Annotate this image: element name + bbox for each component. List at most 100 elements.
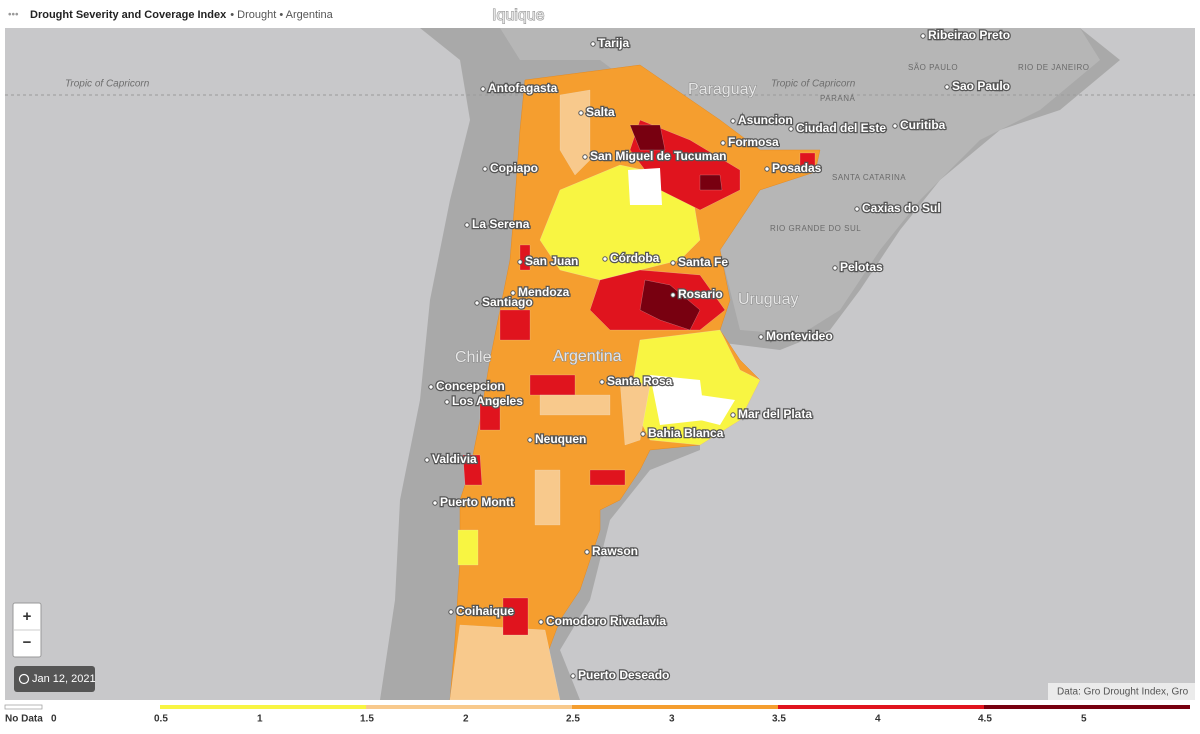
city-dot (832, 265, 838, 271)
legend-tick-label: 4 (875, 714, 881, 725)
city-label: Mendoza (518, 285, 570, 299)
city-label: Comodoro Rivadavia (546, 614, 666, 628)
city-dot (464, 222, 470, 228)
region-label: SÃO PAULO (908, 63, 958, 72)
city-label: Tarija (598, 36, 629, 50)
date: Jan 12, 2021 (32, 673, 96, 685)
no-data-label: No Data (5, 714, 43, 725)
date-badge[interactable] (14, 666, 95, 692)
city-dot (788, 126, 794, 132)
city-label: Concepcion (436, 379, 505, 393)
city-dot (602, 256, 608, 262)
city-label: Bahia Blanca (648, 426, 724, 440)
region (589, 469, 626, 486)
city-label: San Juan (525, 254, 578, 268)
menu-dots[interactable]: ••• (8, 10, 19, 21)
legend-tick-label: 0.5 (154, 714, 168, 725)
city-label: Asuncion (738, 113, 793, 127)
city-dot (480, 86, 486, 92)
city-label: Sao Paulo (952, 79, 1010, 93)
region (699, 174, 723, 191)
city-dot (720, 140, 726, 146)
city-dot (944, 84, 950, 90)
legend: No Data 0 0.5 1 1.5 2 2.5 3 3.5 4 4.5 5 (0, 700, 1200, 734)
city-dot (448, 609, 454, 615)
city-label: Puerto Montt (440, 495, 514, 509)
legend-tick-label: 2.5 (566, 714, 580, 725)
city-label: Neuquen (535, 432, 586, 446)
zoom-control: + − (12, 602, 42, 658)
subtitle: • Drought • Argentina (230, 9, 333, 21)
city-dot (590, 41, 596, 47)
city-dot (670, 292, 676, 298)
region-label: RIO DE JANEIRO (1018, 63, 1089, 72)
attribution: Data: Gro Drought Index, Gro (1057, 687, 1189, 698)
tropic-label: Tropic of Capricorn (771, 79, 856, 90)
region-label: RIO GRANDE DO SUL (770, 224, 861, 233)
city-dot (510, 290, 516, 296)
zoom-in[interactable]: + (23, 608, 32, 625)
region-label: SANTA CATARINA (832, 173, 906, 182)
city-label: Rosario (678, 287, 723, 301)
city-dot (758, 334, 764, 340)
legend-tick-label: 1.5 (360, 714, 374, 725)
region (619, 379, 651, 446)
region (529, 374, 576, 396)
country-label: Argentina (553, 348, 622, 365)
city-label: Los Angeles (452, 394, 523, 408)
region (479, 399, 501, 431)
city-dot (578, 110, 584, 116)
city-dot (482, 166, 488, 172)
country-label: Chile (455, 349, 492, 366)
country-label: Iquique (492, 7, 545, 24)
header-bar (0, 0, 1200, 28)
tropic-label: Tropic of Capricorn (65, 79, 150, 90)
city-dot (538, 619, 544, 625)
legend-tick-label: 2 (463, 714, 469, 725)
city-dot (517, 259, 523, 265)
city-dot (584, 549, 590, 555)
region (449, 624, 561, 701)
city-label: Pelotas (840, 260, 883, 274)
country-label: Paraguay (688, 81, 757, 98)
region (502, 597, 529, 636)
legend-tick-label: 0 (51, 714, 57, 725)
city-label: Curitiba (900, 118, 946, 132)
city-label: Ribeirao Preto (928, 28, 1010, 42)
no-data-area (628, 168, 735, 425)
city-label: Mar del Plata (738, 407, 812, 421)
city-label: Copiapo (490, 161, 538, 175)
region (799, 152, 816, 171)
city-label: Rawson (592, 544, 638, 558)
legend-tick-label: 1 (257, 714, 263, 725)
city-dot (428, 384, 434, 390)
country-label: Uruguay (738, 291, 798, 308)
region (539, 394, 611, 416)
region-label: PARANÁ (820, 94, 855, 103)
city-dot (527, 437, 533, 443)
city-label: Córdoba (610, 251, 660, 265)
zoom-out[interactable]: − (23, 634, 32, 651)
city-label: Salta (586, 105, 615, 119)
city-dot (424, 457, 430, 463)
legend-tick-label: 5 (1081, 714, 1087, 725)
neighbors-land (500, 28, 1100, 335)
city-dot (599, 379, 605, 385)
city-dot (892, 123, 898, 129)
city-dot (582, 154, 588, 160)
city-dot (474, 300, 480, 306)
no-data-swatch (4, 704, 43, 710)
city-label: Coihaique (456, 604, 514, 618)
region (457, 529, 479, 566)
city-dot (920, 33, 926, 39)
region (629, 124, 666, 151)
city-label: Posadas (772, 161, 822, 175)
legend-bin (778, 705, 984, 709)
city-label: Formosa (728, 135, 779, 149)
map[interactable]: Iquique Tarija Antofagasta Tropic of Capric… (5, 7, 1195, 701)
city-dot (670, 260, 676, 266)
city-dot (854, 206, 860, 212)
legend-bin (984, 705, 1190, 709)
clock-icon (18, 673, 30, 685)
